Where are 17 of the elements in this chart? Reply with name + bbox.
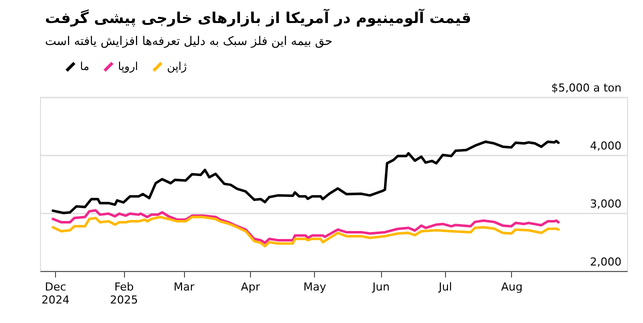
x-tick-label: Jul — [438, 280, 452, 294]
chart-title: قیمت آلومینیوم در آمریکا از بازارهای خارجی پیشی گرفت — [45, 8, 472, 27]
x-tick-label: Feb 2025 — [110, 280, 138, 306]
chart-subtitle: حق بیمه این فلز سبک به دلیل تعرفه‌ها افزایش یافته است — [45, 34, 332, 48]
x-tick-label: Dec 2024 — [41, 280, 70, 306]
x-tick-label: Jun — [372, 280, 390, 294]
y-tick-label: $5,000 a ton — [551, 82, 622, 94]
x-tick-label: Aug — [501, 280, 523, 294]
y-tick-label: 4,000 — [590, 140, 622, 152]
legend-label: ژاپن — [167, 60, 187, 73]
y-tick-label: 2,000 — [590, 256, 622, 268]
y-tick-label: 3,000 — [590, 198, 622, 210]
legend-label: ما — [80, 60, 90, 73]
x-tick-label: Mar — [174, 280, 195, 294]
x-tick-label: May — [303, 280, 327, 294]
legend-label: اروپا — [118, 60, 138, 73]
x-tick-label: Apr — [240, 280, 260, 294]
